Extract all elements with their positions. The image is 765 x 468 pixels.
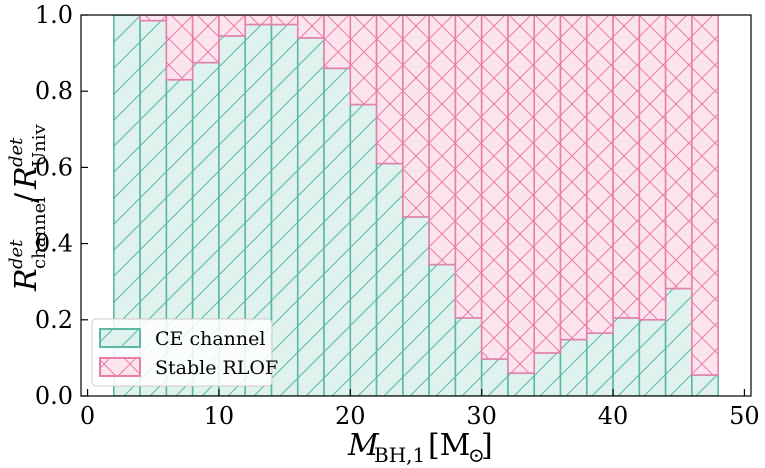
svg-text:]: ]	[481, 428, 493, 463]
bar-ce-channel	[480, 358, 509, 396]
bar-ce-channel	[296, 37, 325, 396]
legend: CE channel Stable RLOF	[91, 318, 278, 387]
x-tick-label: 10	[204, 402, 235, 430]
bar-stable-rlof	[165, 15, 194, 81]
bar-stable-rlof	[191, 15, 220, 64]
y-axis: 0.0 0.2 0.4 0.6 0.8 1.0	[35, 1, 88, 410]
y-axis-label: R channel det / R Univ det	[6, 123, 50, 292]
y-tick-label: 0.2	[35, 306, 73, 334]
x-axis-label: M BH,1 [M ⊙ ]	[347, 428, 493, 467]
svg-text:det: det	[6, 239, 27, 269]
y-tick-label: 0.0	[35, 382, 73, 410]
y-tick-label: 0.4	[35, 230, 73, 258]
y-tick-label: 0.8	[35, 77, 73, 105]
bar-stable-rlof	[296, 15, 325, 39]
bar-stable-rlof	[244, 15, 273, 26]
bar-stable-rlof	[507, 15, 536, 374]
svg-text:Univ: Univ	[29, 123, 50, 167]
svg-text:det: det	[6, 137, 27, 167]
bar-stable-rlof	[691, 15, 719, 376]
bar-stable-rlof	[480, 15, 509, 360]
y-tick-label: 1.0	[35, 1, 73, 29]
bar-stable-rlof	[612, 15, 641, 319]
legend-label-rlof: Stable RLOF	[155, 357, 278, 379]
y-tick-label: 0.6	[35, 153, 73, 181]
bar-stable-rlof	[428, 15, 457, 266]
bar-stable-rlof	[638, 15, 667, 321]
svg-text:/: /	[9, 192, 44, 203]
x-tick-label: 30	[466, 402, 497, 430]
bar-stable-rlof	[559, 15, 588, 341]
svg-text:BH,1: BH,1	[374, 443, 425, 467]
bar-ce-channel	[559, 338, 588, 396]
svg-text:⊙: ⊙	[468, 443, 485, 467]
svg-text:M: M	[347, 428, 380, 463]
bar-ce-channel	[349, 103, 378, 396]
bar-stable-rlof	[585, 15, 614, 334]
svg-text:R: R	[9, 268, 44, 292]
bar-ce-channel	[402, 216, 430, 396]
bar-ce-channel	[375, 162, 404, 396]
svg-text:channel: channel	[29, 197, 50, 269]
legend-swatch-ce	[99, 328, 141, 348]
bar-stable-rlof	[664, 15, 693, 290]
bar-ce-channel	[664, 287, 693, 396]
bar-ce-channel	[454, 317, 483, 396]
bar-stable-rlof	[375, 15, 404, 165]
x-tick-label: 0	[80, 402, 95, 430]
svg-text:[M: [M	[428, 428, 470, 463]
bar-ce-channel	[428, 263, 457, 396]
bar-stable-rlof	[454, 15, 483, 319]
legend-swatch-rlof	[99, 357, 141, 377]
bar-ce-channel	[612, 317, 641, 396]
bar-stable-rlof	[533, 15, 562, 354]
bar-ce-channel	[638, 318, 667, 396]
bar-ce-channel	[691, 374, 719, 396]
plot-frame	[80, 14, 752, 397]
bar-stable-rlof	[139, 15, 168, 22]
x-tick-label: 50	[729, 402, 760, 430]
bar-ce-channel	[270, 23, 299, 396]
bar-ce-channel	[533, 352, 562, 396]
x-tick-label: 40	[598, 402, 629, 430]
legend-label-ce: CE channel	[155, 328, 265, 350]
bar-ce-channel	[323, 67, 352, 396]
svg-text:R: R	[9, 166, 44, 190]
bar-stable-rlof	[270, 15, 299, 26]
bar-stable-rlof	[323, 15, 352, 70]
bar-stable-rlof	[349, 15, 378, 106]
bar-stable-rlof	[402, 15, 430, 218]
bar-ce-channel	[507, 372, 536, 396]
x-axis: 0 10 20 30 40 50	[80, 389, 760, 430]
bar-stable-rlof	[218, 15, 247, 37]
x-tick-label: 20	[335, 402, 366, 430]
bar-ce-channel	[585, 332, 614, 396]
